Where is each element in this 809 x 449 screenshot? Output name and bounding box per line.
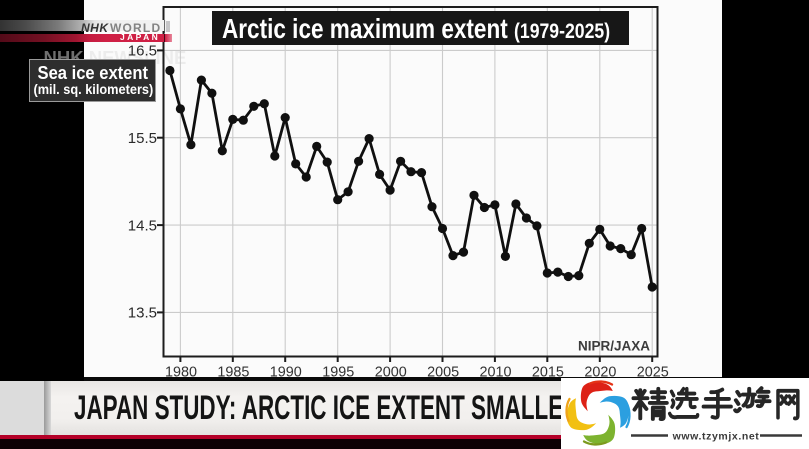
svg-text:www.tzymjx.net: www.tzymjx.net [672, 431, 760, 443]
svg-text:1990: 1990 [270, 365, 302, 381]
svg-text:2010: 2010 [479, 365, 511, 381]
svg-text:1985: 1985 [217, 365, 249, 381]
svg-text:14.5: 14.5 [128, 217, 157, 234]
svg-text:15.5: 15.5 [128, 130, 157, 147]
svg-text:2025: 2025 [637, 365, 669, 381]
svg-text:2005: 2005 [427, 365, 459, 381]
svg-text:13.5: 13.5 [128, 305, 157, 322]
svg-text:1980: 1980 [165, 365, 197, 381]
svg-text:NIPR/JAXA: NIPR/JAXA [578, 339, 650, 354]
svg-text:2020: 2020 [584, 365, 616, 381]
svg-text:2000: 2000 [375, 365, 407, 381]
svg-text:1995: 1995 [322, 365, 354, 381]
svg-text:2015: 2015 [532, 365, 564, 381]
svg-text:16.5: 16.5 [128, 43, 157, 60]
